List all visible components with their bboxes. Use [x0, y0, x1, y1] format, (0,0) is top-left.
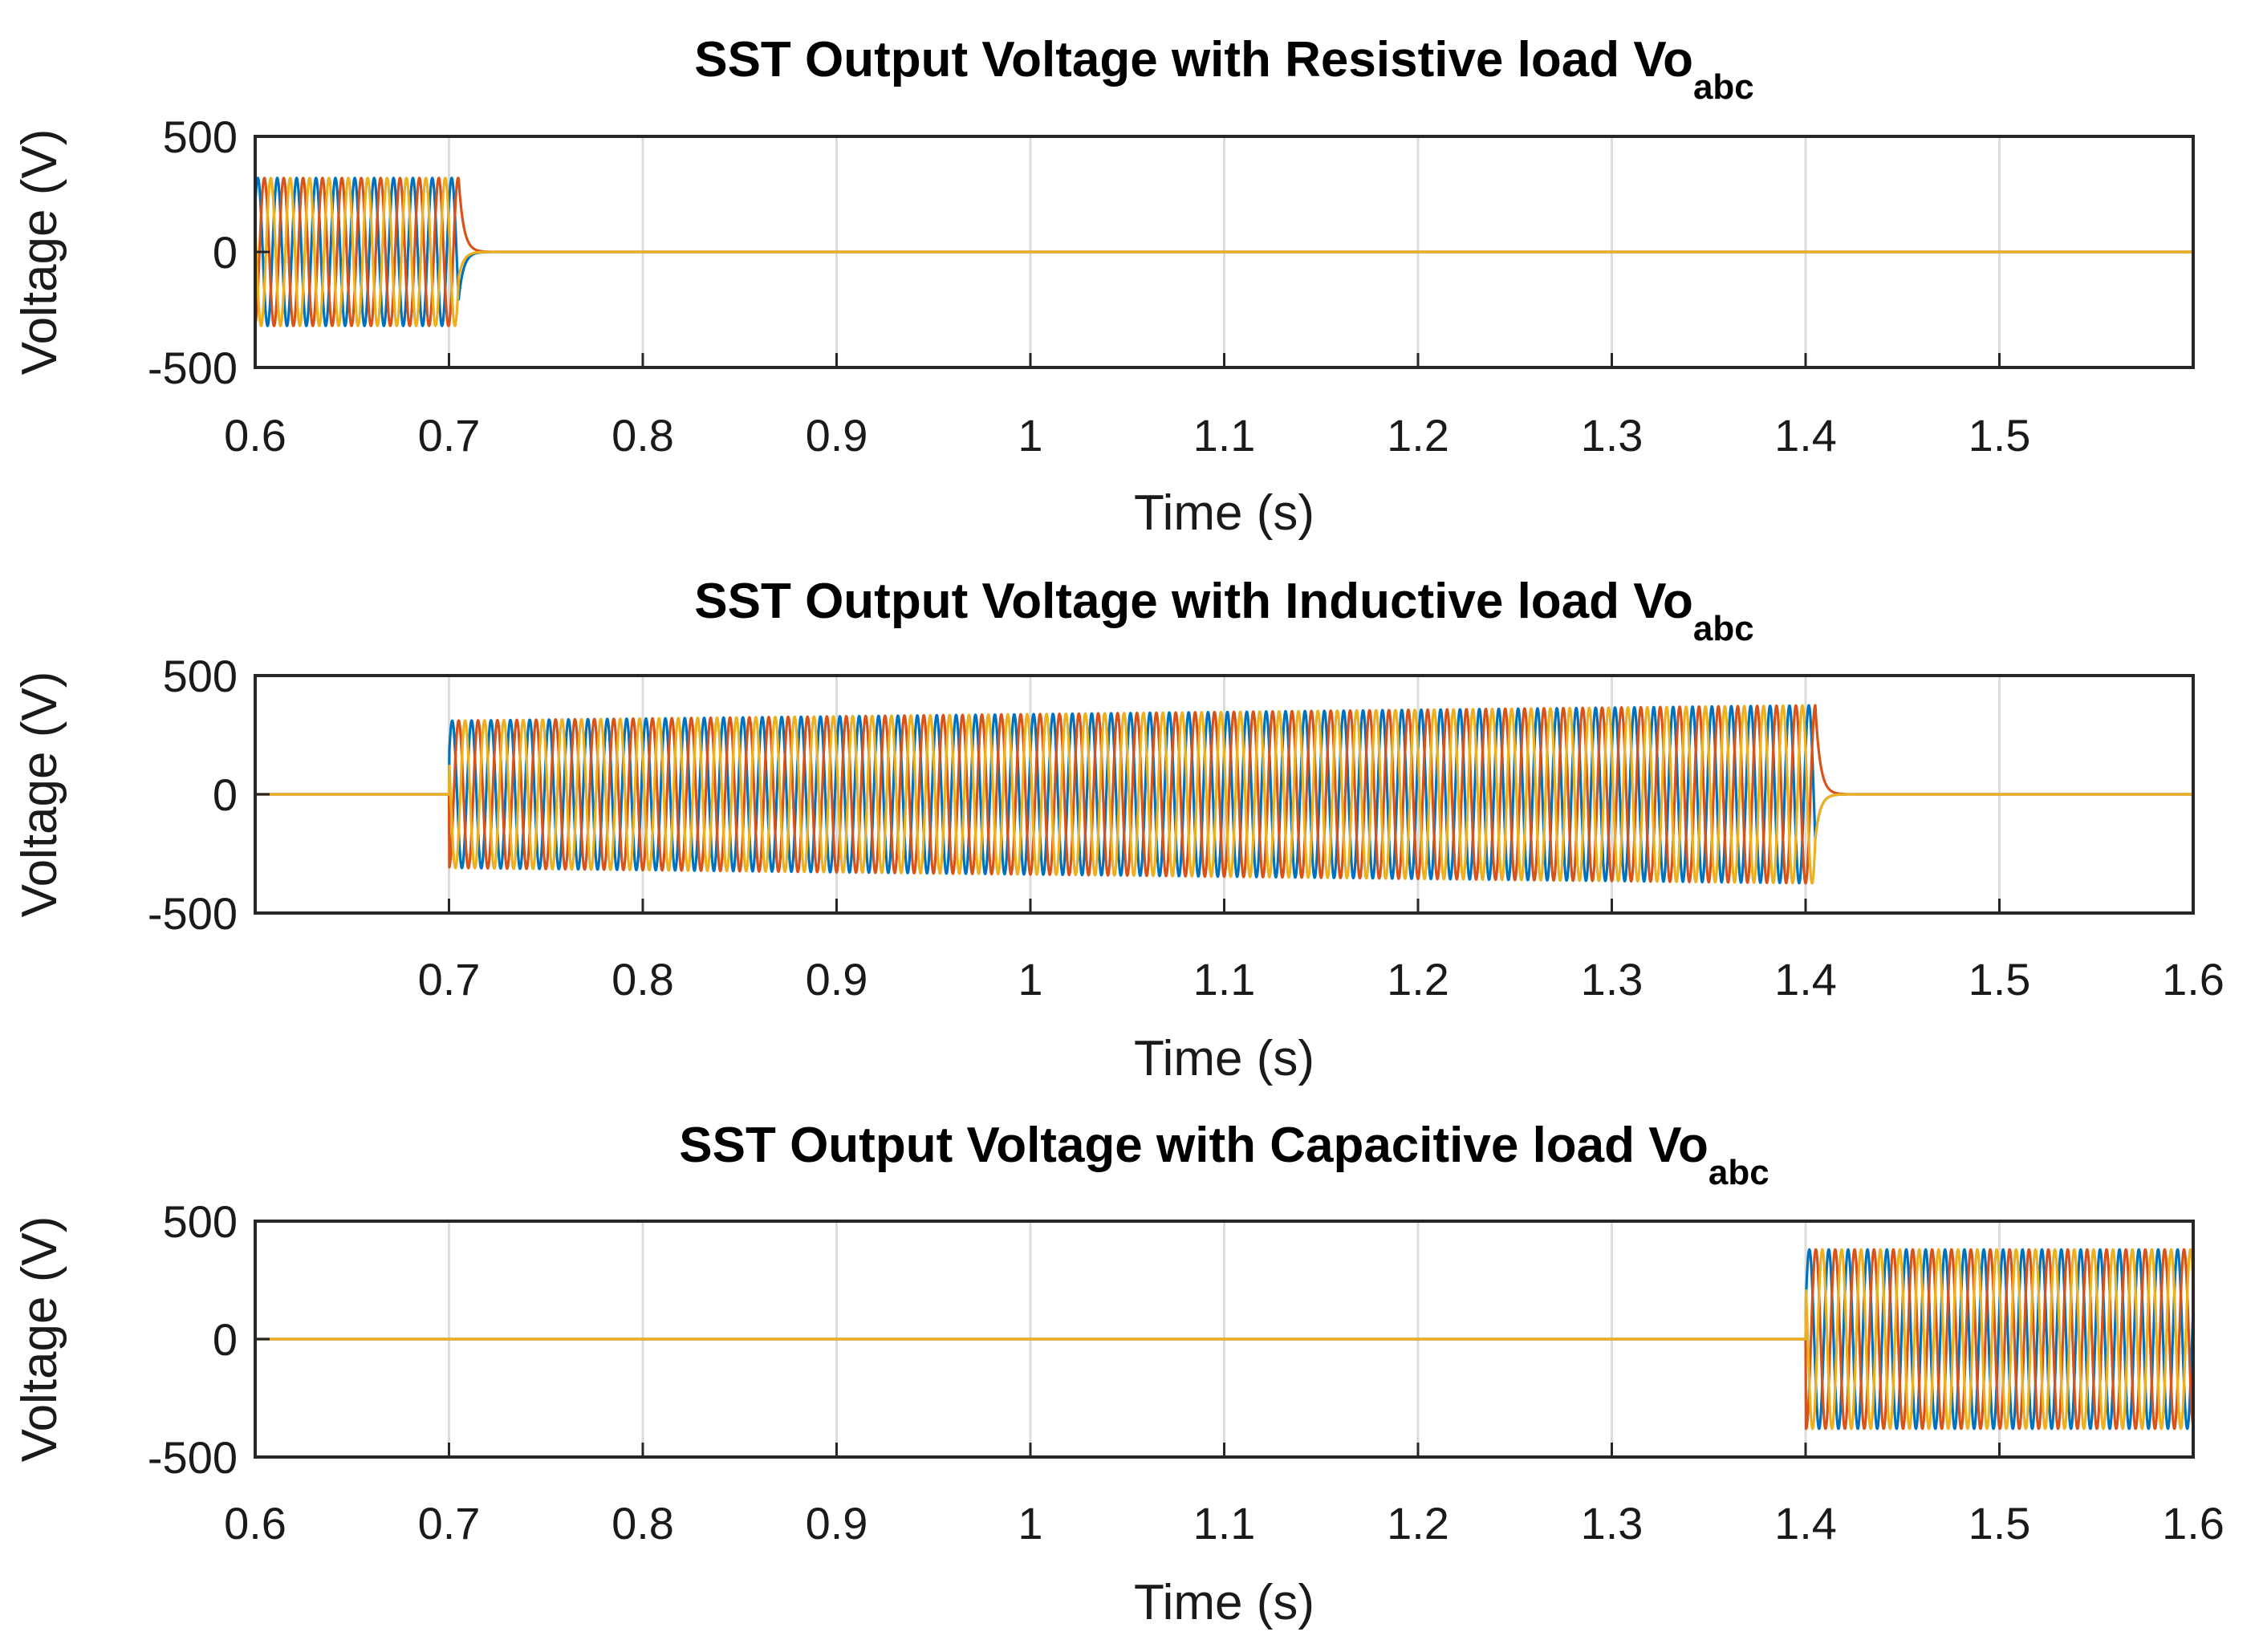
x-tick-label: 1.2 — [1387, 410, 1449, 461]
subplot-3: SST Output Voltage with Capacitive load … — [12, 1118, 2224, 1630]
x-tick-label: 0.8 — [611, 1498, 674, 1548]
x-tick-label: 1.5 — [1968, 1498, 2031, 1548]
chart-title: SST Output Voltage with Capacitive load … — [679, 1118, 1769, 1192]
x-tick-label: 0.9 — [806, 410, 868, 461]
x-tick-label: 1.2 — [1387, 954, 1449, 1005]
y-tick-label: 0 — [213, 1314, 238, 1365]
x-axis-label: Time (s) — [1134, 485, 1314, 541]
x-tick-label: 0.8 — [611, 410, 674, 461]
x-tick-label: 1.1 — [1193, 1498, 1256, 1548]
x-tick-label: 1 — [1018, 954, 1042, 1005]
x-tick-label: 0.6 — [224, 1498, 286, 1548]
x-tick-label: 1.4 — [1774, 1498, 1837, 1548]
y-tick-label: -500 — [148, 888, 238, 939]
y-tick-label: 0 — [213, 769, 238, 820]
x-tick-label: 1 — [1018, 1498, 1042, 1548]
x-tick-label: 0.7 — [418, 954, 481, 1005]
y-tick-label: -500 — [148, 343, 238, 393]
chart-title-main: SST Output Voltage with Inductive load V… — [694, 574, 1693, 629]
x-tick-label: 0.7 — [418, 1498, 481, 1548]
y-axis-label: Voltage (V) — [12, 129, 67, 375]
x-tick-label: 1.1 — [1193, 954, 1256, 1005]
subplot-1: SST Output Voltage with Resistive load V… — [12, 32, 2195, 541]
x-tick-label: 1.3 — [1581, 1498, 1643, 1548]
y-tick-label: 500 — [163, 112, 238, 162]
series-group — [255, 704, 2193, 885]
chart-title-main: SST Output Voltage with Capacitive load … — [679, 1118, 1708, 1173]
x-tick-label: 0.9 — [806, 1498, 868, 1548]
y-tick-label: 500 — [163, 651, 238, 701]
x-tick-label: 0.6 — [224, 410, 286, 461]
y-axis-label: Voltage (V) — [12, 672, 67, 918]
x-tick-label: 1.3 — [1581, 410, 1643, 461]
x-axis-label: Time (s) — [1134, 1031, 1314, 1086]
x-tick-label: 0.9 — [806, 954, 868, 1005]
chart-title-main: SST Output Voltage with Resistive load V… — [694, 32, 1693, 87]
x-tick-label: 0.8 — [611, 954, 674, 1005]
y-tick-label: -500 — [148, 1432, 238, 1483]
y-tick-label: 0 — [213, 227, 238, 278]
y-axis-label: Voltage (V) — [12, 1216, 67, 1463]
subplot-2: SST Output Voltage with Inductive load V… — [12, 574, 2224, 1086]
chart-title: SST Output Voltage with Inductive load V… — [694, 574, 1753, 648]
series-line-Vo_c — [255, 704, 2193, 885]
x-tick-label: 1.3 — [1581, 954, 1643, 1005]
x-tick-label: 0.7 — [418, 410, 481, 461]
series-group — [255, 1248, 2193, 1431]
x-tick-label: 1.5 — [1968, 954, 2031, 1005]
series-group — [255, 177, 2193, 327]
series-line-Vo_c — [255, 1248, 2193, 1431]
series-line-Vo_c — [255, 177, 2193, 327]
y-tick-label: 500 — [163, 1196, 238, 1247]
x-tick-label: 1.5 — [1968, 410, 2031, 461]
x-tick-label: 1.2 — [1387, 1498, 1449, 1548]
chart-title-subscript: abc — [1693, 67, 1754, 107]
x-tick-label: 1.4 — [1774, 410, 1837, 461]
x-tick-label: 1 — [1018, 410, 1042, 461]
chart-title: SST Output Voltage with Resistive load V… — [694, 32, 1754, 107]
x-tick-label: 1.4 — [1774, 954, 1837, 1005]
chart-title-subscript: abc — [1708, 1153, 1769, 1192]
x-axis-label: Time (s) — [1134, 1575, 1314, 1630]
chart-title-subscript: abc — [1693, 609, 1754, 648]
x-tick-label: 1.6 — [2162, 954, 2224, 1005]
x-tick-label: 1.6 — [2162, 1498, 2224, 1548]
x-tick-label: 1.1 — [1193, 410, 1256, 461]
